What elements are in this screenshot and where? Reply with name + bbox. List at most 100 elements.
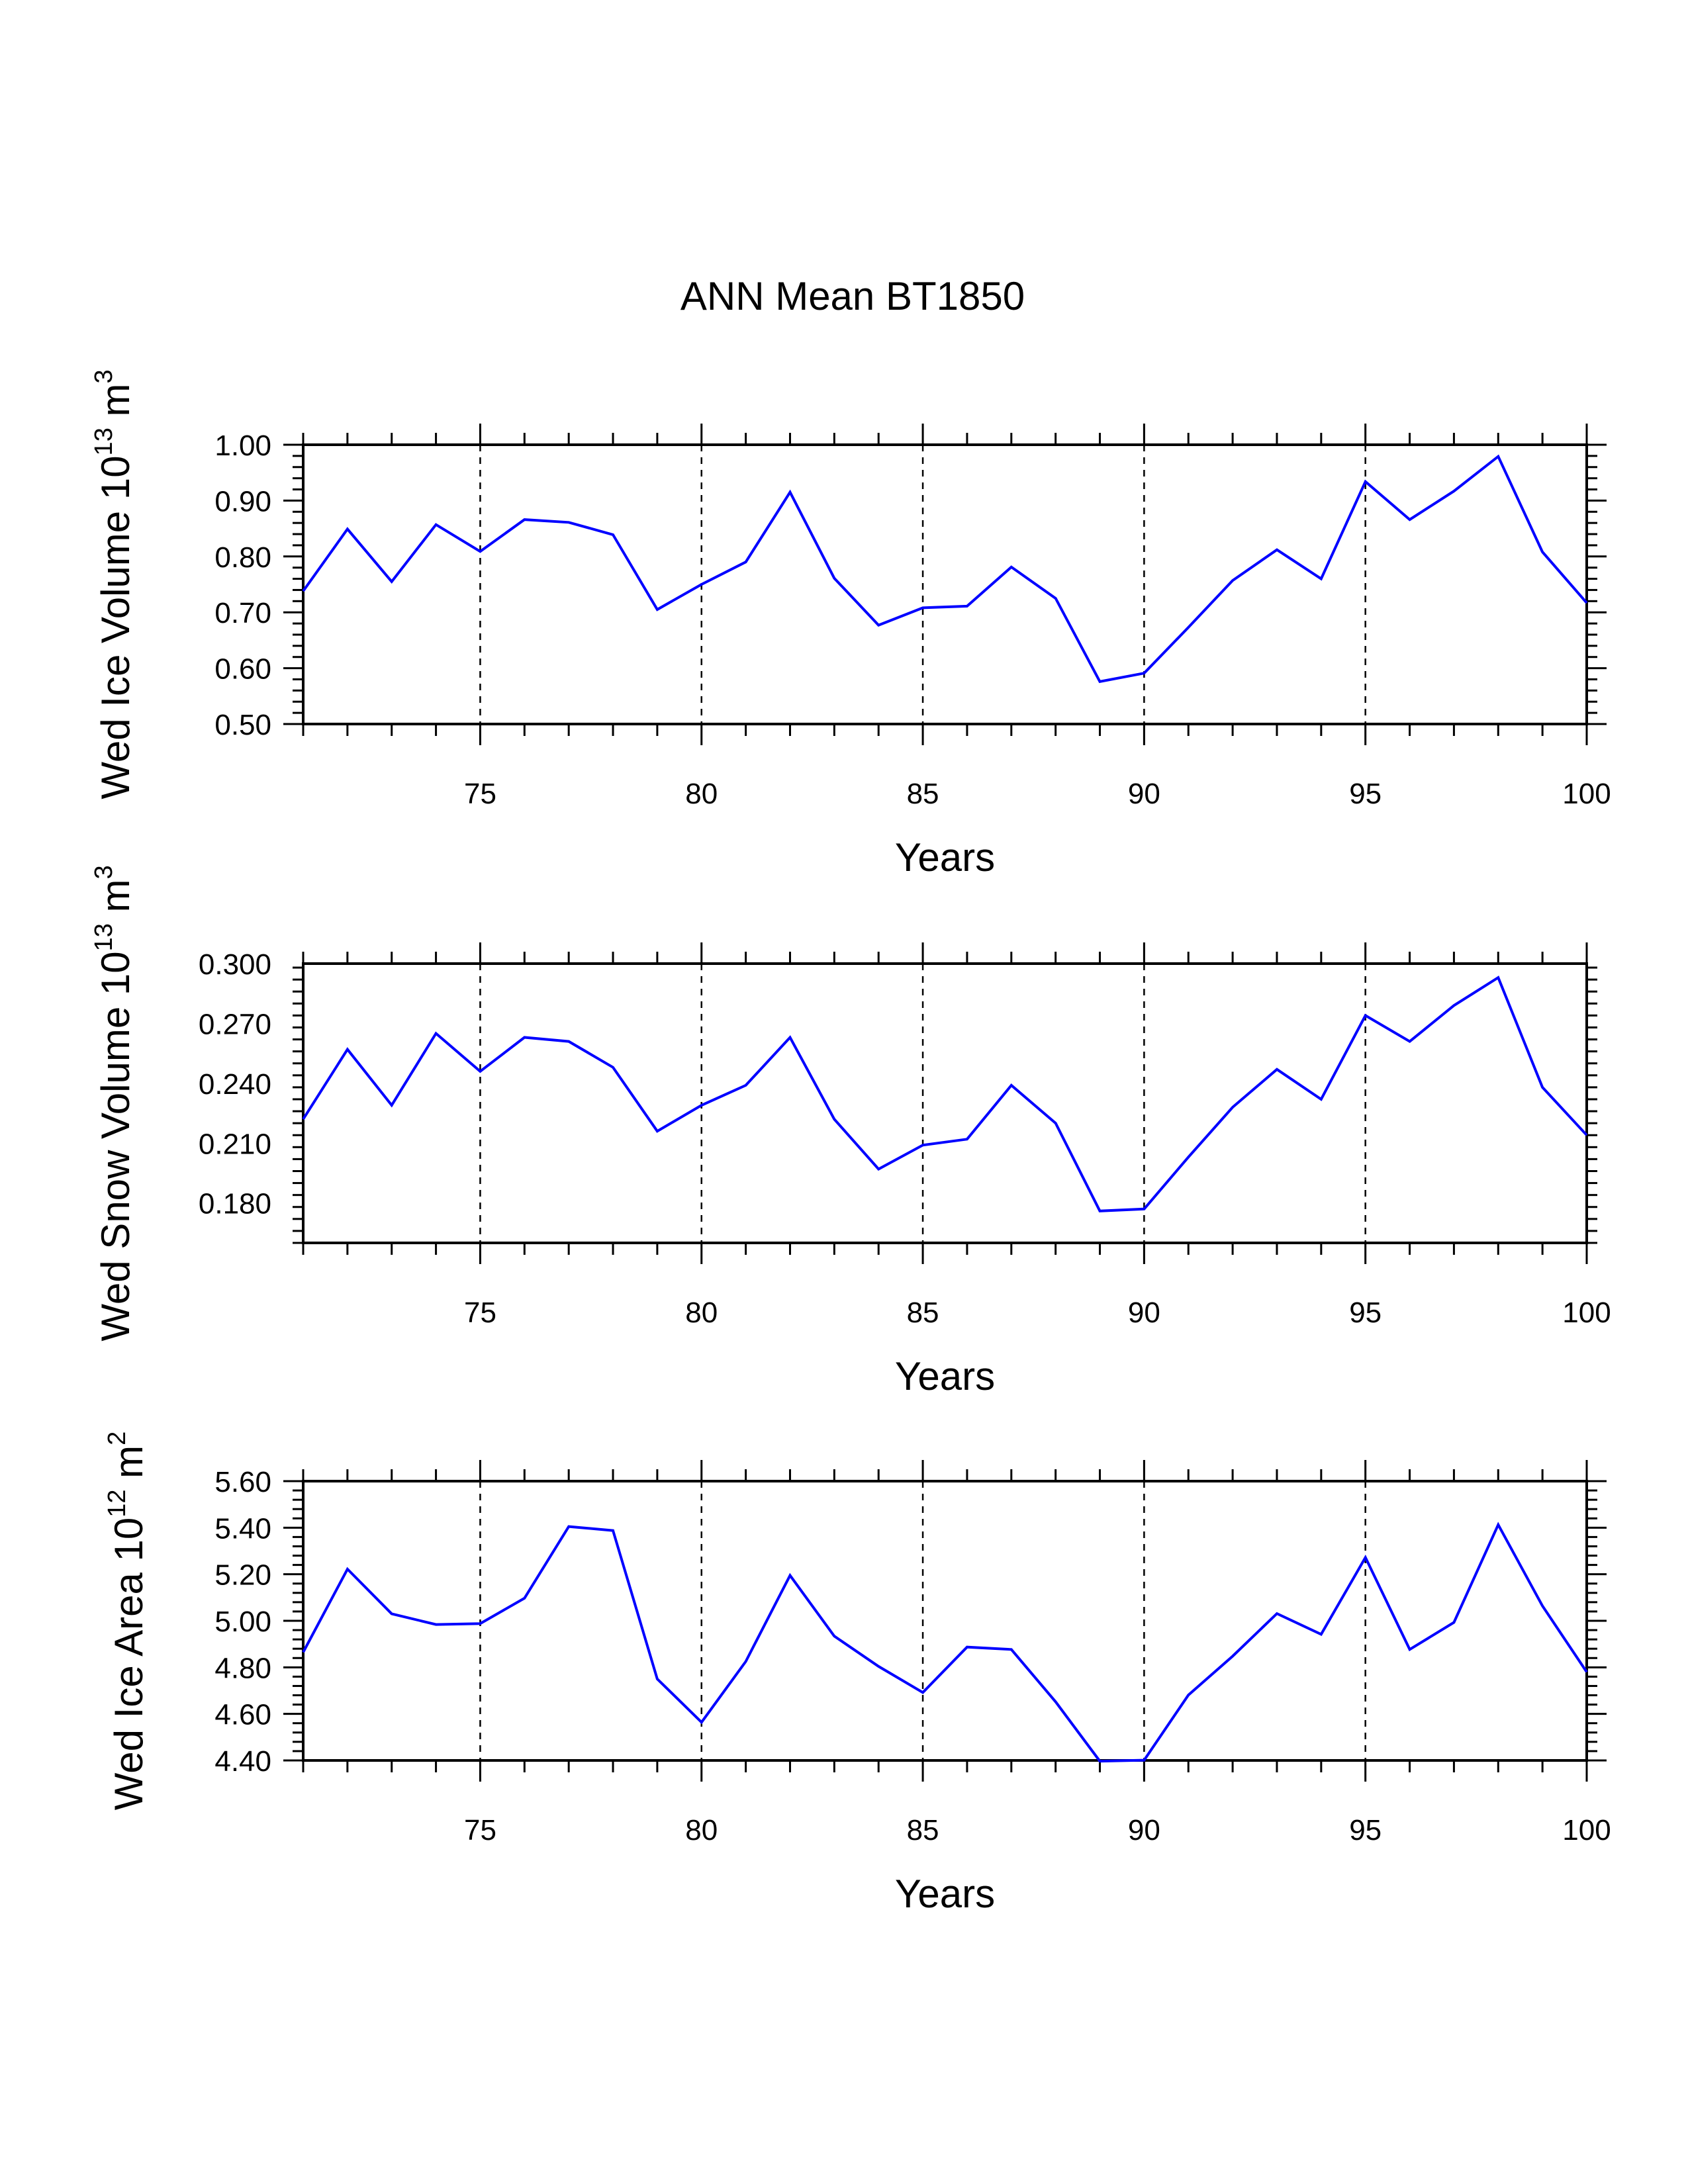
panel-2: 75 80 85 90 95 100 0.180 0.210 0.240 0.270 0.300 Ye…	[90, 865, 1611, 1398]
data-point	[1231, 578, 1235, 582]
data-point	[1275, 548, 1279, 552]
figure-title: ANN Mean BT1850	[680, 274, 1025, 318]
data-point	[1319, 1097, 1323, 1101]
data-point	[1275, 1612, 1279, 1615]
data-point	[1408, 1647, 1412, 1651]
data-point	[1585, 1133, 1589, 1137]
data-point	[1452, 1003, 1456, 1007]
plot-frame	[302, 443, 1588, 725]
data-point	[655, 1677, 659, 1681]
data-point	[478, 549, 482, 553]
data-point	[1496, 455, 1500, 459]
x-tick-label: 85	[907, 778, 939, 810]
x-tick-label: 80	[685, 778, 718, 810]
data-point	[1585, 601, 1589, 605]
data-point	[1054, 1700, 1058, 1704]
x-tick-label: 90	[1128, 1297, 1160, 1329]
data-point	[1098, 680, 1102, 684]
data-point	[1186, 625, 1190, 629]
data-point	[744, 560, 748, 564]
data-point	[301, 589, 305, 593]
x-tick-label: 95	[1349, 1814, 1382, 1846]
x-tick-label: 90	[1128, 778, 1160, 810]
data-point	[876, 1167, 880, 1171]
data-point	[876, 623, 880, 627]
y-tick-label: 4.60	[214, 1699, 271, 1731]
data-point	[921, 1690, 925, 1694]
data-point	[965, 1137, 969, 1141]
data-point	[965, 1645, 969, 1649]
data-point	[478, 1069, 482, 1073]
data-point	[567, 520, 571, 524]
data-point	[390, 580, 394, 584]
data-point	[478, 1621, 482, 1625]
data-point	[1364, 1013, 1368, 1017]
data-point	[346, 1048, 350, 1052]
y-axis-title: Wed Snow Volume 1013 m3	[90, 865, 138, 1341]
data-point	[744, 1660, 748, 1664]
data-point	[832, 576, 836, 580]
x-tick-label: 85	[907, 1814, 939, 1846]
data-point	[1231, 1654, 1235, 1658]
series-line	[302, 1522, 1588, 1763]
data-point	[744, 1083, 748, 1087]
x-tick-label: 75	[464, 778, 496, 810]
data-point	[655, 608, 659, 612]
data-point	[1275, 1068, 1279, 1071]
y-tick-label: 4.40	[214, 1745, 271, 1778]
data-point	[611, 1529, 615, 1533]
data-point	[434, 523, 438, 527]
x-tick-label: 80	[685, 1814, 718, 1846]
data-point	[1142, 1758, 1146, 1762]
y-tick-label: 0.80	[214, 541, 271, 574]
x-tick-label: 75	[464, 1814, 496, 1846]
data-point	[788, 1573, 792, 1577]
data-point	[1319, 1632, 1323, 1636]
y-tick-label: 1.00	[214, 430, 271, 462]
data-point	[567, 1525, 571, 1529]
data-point	[301, 1117, 305, 1121]
data-point	[1054, 596, 1058, 600]
data-point	[876, 1664, 880, 1668]
data-point	[522, 1596, 526, 1600]
panel-3: 75 80 85 90 95 100 4.40 4.60 4.80 5.00 5.20 5.40 5.6…	[103, 1432, 1611, 1916]
data-point	[434, 1623, 438, 1627]
y-tick-label: 0.70	[214, 597, 271, 629]
panel-1: 75 80 85 90 95 100 0.50 0.60 0.70 0.80 0.90 1.00 Yea…	[90, 369, 1611, 880]
x-tick-label: 100	[1562, 1814, 1611, 1846]
data-point	[346, 1567, 350, 1571]
y-tick-label: 0.90	[214, 485, 271, 518]
y-tick-label: 0.240	[199, 1068, 271, 1101]
data-point	[1452, 1620, 1456, 1624]
series-line	[302, 976, 1588, 1212]
data-point	[1364, 480, 1368, 484]
data-point	[965, 604, 969, 608]
data-point	[1319, 577, 1323, 581]
x-tick-label: 95	[1349, 778, 1382, 810]
data-point	[390, 1612, 394, 1615]
x-tick-label: 90	[1128, 1814, 1160, 1846]
x-tick-label: 95	[1349, 1297, 1382, 1329]
y-tick-label: 0.60	[214, 653, 271, 686]
series-line	[302, 454, 1588, 684]
data-point	[301, 1650, 305, 1654]
y-tick-label: 0.210	[199, 1128, 271, 1160]
data-point	[1142, 1207, 1146, 1211]
data-point	[788, 1036, 792, 1040]
y-tick-label: 5.40	[214, 1512, 271, 1545]
data-point	[1540, 550, 1544, 554]
data-point	[1496, 1523, 1500, 1527]
data-point	[346, 527, 350, 531]
data-point	[1540, 1604, 1544, 1608]
data-point	[1009, 1083, 1013, 1087]
y-tick-label: 0.50	[214, 709, 271, 741]
x-tick-label: 100	[1562, 1297, 1611, 1329]
data-point	[1408, 518, 1412, 522]
data-point	[1186, 1693, 1190, 1697]
data-point	[1009, 1647, 1013, 1651]
data-point	[700, 582, 704, 586]
data-point	[788, 490, 792, 494]
data-point	[1364, 1555, 1368, 1559]
x-axis-title: Years	[895, 1354, 995, 1398]
